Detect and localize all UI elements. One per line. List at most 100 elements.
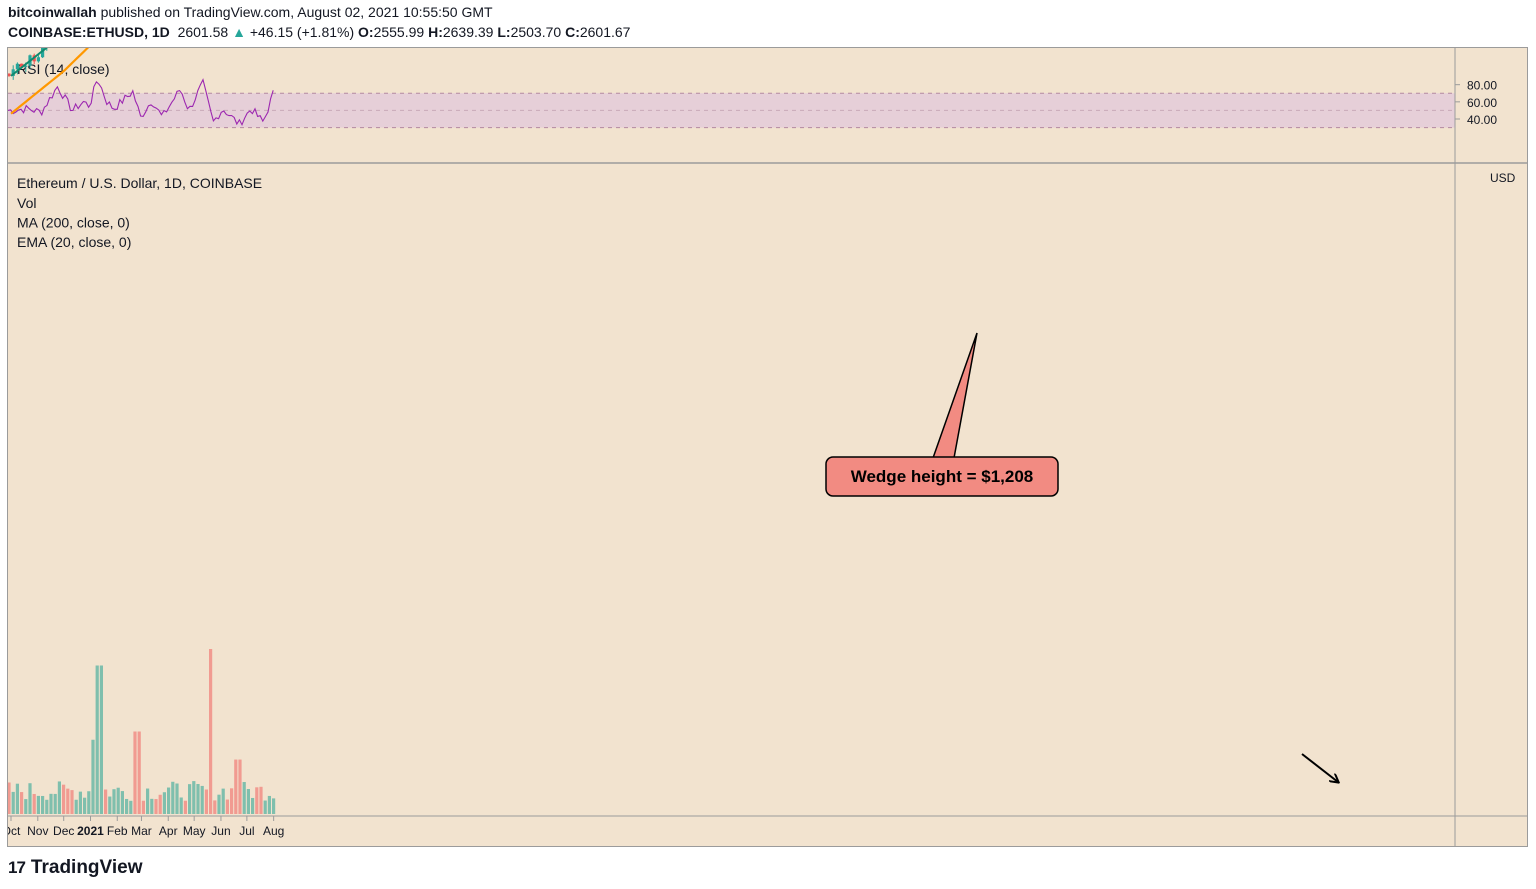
volume-bar: [242, 782, 246, 814]
volume-bar: [70, 790, 74, 814]
legend-item: EMA (20, close, 0): [17, 234, 131, 250]
volume-bar: [158, 794, 162, 814]
volume-bar: [8, 782, 11, 814]
volume-bar: [45, 799, 49, 814]
callout-text: Wedge height = $1,208: [851, 467, 1034, 486]
candle-body: [8, 73, 11, 76]
volume-bar: [36, 795, 40, 814]
volume-bar: [28, 783, 32, 814]
volume-bar: [95, 665, 99, 814]
low-label: L:: [497, 24, 511, 40]
time-tick-label: Mar: [131, 824, 152, 838]
volume-bar: [204, 789, 208, 814]
volume-bar: [167, 787, 171, 814]
time-tick-label: Feb: [107, 824, 128, 838]
volume-bar: [41, 795, 45, 814]
candle-body: [41, 48, 45, 58]
volume-bar: [251, 797, 255, 814]
high-label: H:: [428, 24, 443, 40]
chart-frame[interactable]: RSI (14, close) 80.00 60.00 40.00 USD Oct Nov D…: [7, 47, 1528, 847]
volume-bar: [192, 781, 196, 814]
open-value: 2555.99: [373, 24, 425, 40]
time-tick-label: Aug: [263, 824, 284, 838]
volume-bar: [175, 783, 179, 814]
last-price: 2601.58: [177, 24, 229, 40]
time-tick-label: 2021: [77, 824, 104, 838]
volume-bar: [24, 799, 28, 814]
time-tick-label: Jun: [211, 824, 230, 838]
volume-bar: [230, 788, 234, 814]
volume-bar: [217, 794, 221, 814]
volume-bar: [91, 739, 95, 814]
tradingview-brand[interactable]: 17 TradingView: [8, 857, 143, 879]
volume-bar: [78, 791, 82, 814]
volume-bar: [66, 788, 70, 814]
volume-bar: [62, 784, 66, 814]
volume-bar: [112, 789, 116, 814]
time-tick-label: Dec: [53, 824, 74, 838]
volume-bar: [108, 796, 112, 814]
volume-bar: [267, 795, 271, 814]
volume-bar: [11, 791, 15, 814]
volume-bar: [32, 793, 36, 814]
volume-bar: [188, 784, 192, 814]
time-tick-label: Nov: [27, 824, 48, 838]
rsi-tick-label: 80.00: [1467, 79, 1497, 93]
volume-bar: [183, 800, 187, 814]
ma200-line: [10, 48, 90, 115]
volume-bar: [20, 792, 24, 814]
candle-body: [24, 65, 28, 67]
volume-bar: [238, 759, 242, 814]
up-arrow-icon: ▲: [232, 24, 246, 40]
volume-bar: [137, 731, 141, 814]
volume-bar: [87, 791, 91, 814]
volume-bar: [179, 797, 183, 814]
volume-bar: [74, 799, 78, 814]
symbol-label: COINBASE:ETHUSD, 1D: [8, 24, 170, 40]
volume-bar: [200, 785, 204, 814]
published-header: bitcoinwallah published on TradingView.c…: [8, 4, 493, 20]
legend-item: Vol: [17, 195, 36, 211]
candle-body: [15, 63, 19, 70]
time-tick-label: Oct: [8, 824, 21, 838]
rsi-tick-label: 40.00: [1467, 113, 1497, 127]
tradingview-logo-icon: 17: [8, 858, 26, 877]
volume-bar: [49, 793, 53, 814]
close-value: 2601.67: [579, 24, 631, 40]
brand-name: TradingView: [30, 857, 143, 878]
currency-label: USD: [1490, 171, 1516, 185]
close-label: C:: [565, 24, 580, 40]
volume-bar: [129, 800, 133, 814]
volume-bar: [263, 800, 267, 814]
chart-title: Ethereum / U.S. Dollar, 1D, COINBASE: [17, 175, 262, 191]
candle-body: [20, 63, 24, 67]
high-value: 2639.39: [442, 24, 494, 40]
volume-bar: [57, 781, 61, 814]
volume-bar: [246, 789, 250, 814]
time-tick-label: May: [183, 824, 206, 838]
volume-bar: [221, 788, 225, 814]
change-value: +46.15 (+1.81%): [249, 24, 355, 40]
volume-bar: [171, 781, 175, 814]
chart-background: [8, 48, 1527, 846]
volume-bar: [154, 799, 158, 814]
volume-bar: [53, 793, 57, 814]
candle-body: [11, 69, 15, 76]
volume-bar: [255, 787, 259, 814]
volume-bar: [225, 799, 229, 814]
author-name[interactable]: bitcoinwallah: [8, 4, 97, 20]
volume-bar: [234, 759, 238, 814]
open-label: O:: [358, 24, 374, 40]
volume-bar: [162, 792, 166, 814]
price-chart[interactable]: RSI (14, close) 80.00 60.00 40.00 USD Oct Nov D…: [8, 48, 1528, 847]
volume-bar: [104, 789, 108, 814]
volume-bar: [99, 665, 103, 814]
volume-bar: [272, 798, 276, 814]
time-tick-label: Apr: [159, 824, 178, 838]
ohlc-header: COINBASE:ETHUSD, 1D 2601.58 ▲ +46.15 (+1…: [8, 24, 630, 40]
rsi-label: RSI (14, close): [17, 61, 110, 77]
volume-bar: [150, 798, 154, 814]
volume-arrow: [1301, 753, 1338, 782]
volume-bar: [125, 798, 129, 814]
volume-bar: [141, 800, 145, 814]
